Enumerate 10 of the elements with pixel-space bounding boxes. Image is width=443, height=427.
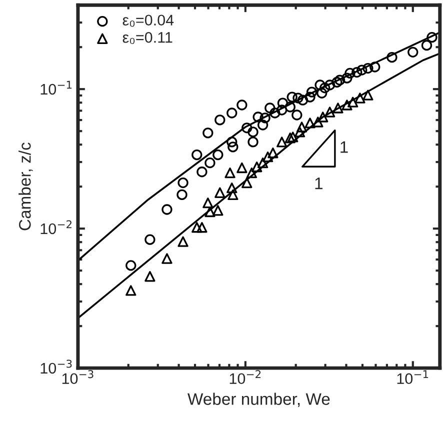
x-axis-title: Weber number, We (188, 392, 330, 407)
y-tick-label: 10$^{−1}$ (40, 80, 72, 95)
x-tick-label: 10$^{−2}$ (230, 370, 261, 384)
y-axis-title: Camber, z/c (18, 142, 33, 230)
legend-label: ε₀=0.11 (122, 32, 172, 44)
legend-label: ε₀=0.04 (122, 14, 174, 27)
y-tick-label: 10$^{−2}$ (40, 220, 72, 234)
x-tick-label: 10$^{−1}$ (397, 370, 428, 384)
annotation: 1 (340, 141, 348, 153)
annotation: 1 (315, 178, 322, 190)
